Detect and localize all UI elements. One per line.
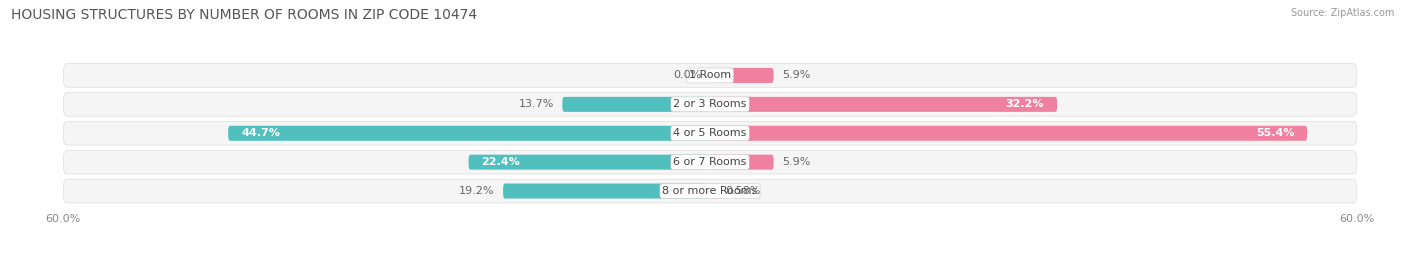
Text: Source: ZipAtlas.com: Source: ZipAtlas.com [1291,8,1395,18]
Legend: Owner-occupied, Renter-occupied: Owner-occupied, Renter-occupied [591,266,830,269]
Text: 8 or more Rooms: 8 or more Rooms [662,186,758,196]
Text: HOUSING STRUCTURES BY NUMBER OF ROOMS IN ZIP CODE 10474: HOUSING STRUCTURES BY NUMBER OF ROOMS IN… [11,8,478,22]
Text: 32.2%: 32.2% [1005,99,1045,109]
Text: 0.0%: 0.0% [673,70,702,80]
FancyBboxPatch shape [710,68,773,83]
FancyBboxPatch shape [710,155,773,170]
Text: 22.4%: 22.4% [481,157,520,167]
FancyBboxPatch shape [710,126,1308,141]
FancyBboxPatch shape [63,150,1357,174]
Text: 6 or 7 Rooms: 6 or 7 Rooms [673,157,747,167]
FancyBboxPatch shape [562,97,710,112]
FancyBboxPatch shape [503,183,710,199]
Text: 13.7%: 13.7% [519,99,554,109]
Text: 55.4%: 55.4% [1256,128,1295,138]
FancyBboxPatch shape [228,126,710,141]
FancyBboxPatch shape [63,179,1357,203]
FancyBboxPatch shape [63,121,1357,145]
Text: 4 or 5 Rooms: 4 or 5 Rooms [673,128,747,138]
Text: 2 or 3 Rooms: 2 or 3 Rooms [673,99,747,109]
FancyBboxPatch shape [710,183,716,199]
FancyBboxPatch shape [63,93,1357,116]
FancyBboxPatch shape [468,155,710,170]
FancyBboxPatch shape [63,64,1357,87]
Text: 0.58%: 0.58% [725,186,761,196]
Text: 5.9%: 5.9% [782,157,811,167]
FancyBboxPatch shape [710,97,1057,112]
Text: 5.9%: 5.9% [782,70,811,80]
Text: 19.2%: 19.2% [458,186,495,196]
Text: 44.7%: 44.7% [242,128,280,138]
Text: 1 Room: 1 Room [689,70,731,80]
